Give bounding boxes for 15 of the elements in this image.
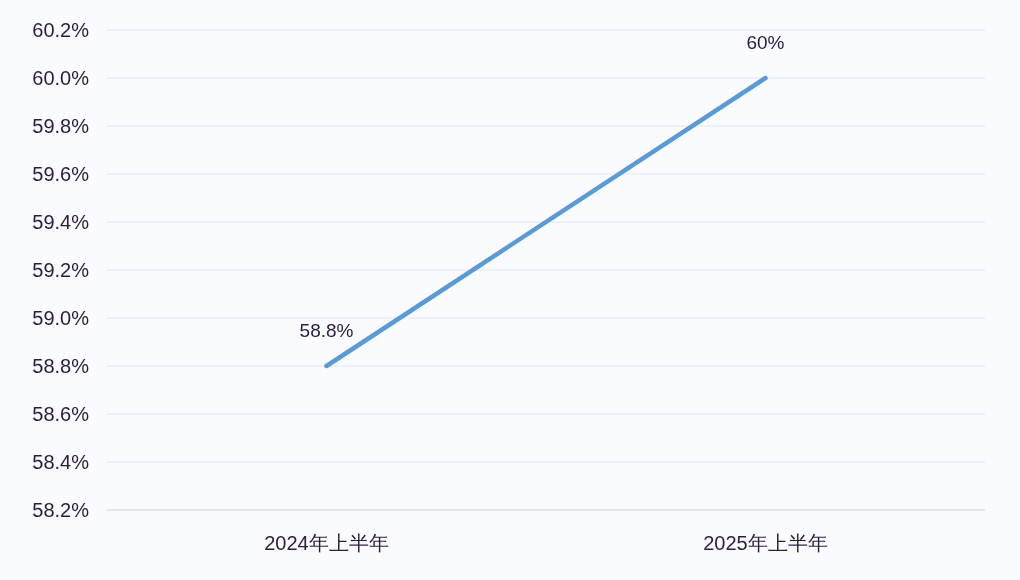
y-tick-label: 58.4% <box>32 451 90 473</box>
data-label: 60% <box>746 31 785 53</box>
y-tick-label: 58.2% <box>32 499 90 521</box>
y-tick-label: 59.0% <box>32 307 90 329</box>
y-tick-label: 59.2% <box>32 259 90 281</box>
y-tick-label: 60.2% <box>32 19 90 41</box>
y-tick-label: 58.8% <box>32 355 90 377</box>
y-tick-label: 59.4% <box>32 211 90 233</box>
y-tick-label: 59.8% <box>32 115 90 137</box>
y-tick-label: 58.6% <box>32 403 90 425</box>
x-tick-label: 2024年上半年 <box>264 532 389 554</box>
data-label: 58.8% <box>299 319 354 341</box>
x-tick-label: 2025年上半年 <box>703 532 828 554</box>
y-tick-label: 59.6% <box>32 163 90 185</box>
y-tick-label: 60.0% <box>32 67 90 89</box>
